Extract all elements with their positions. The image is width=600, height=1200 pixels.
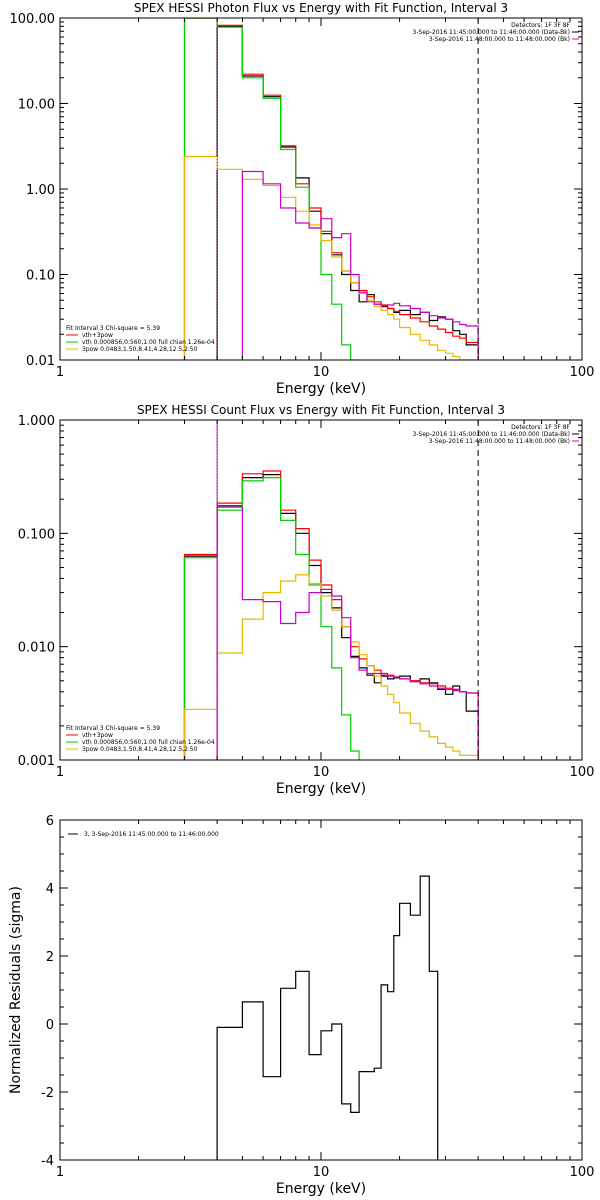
plot2-header-line: 3-Sep-2016 11:45:00.000 to 11:46:00.000 …: [412, 431, 570, 438]
plot1-legend-label: vth+3pow: [82, 332, 113, 339]
plot2-xtick-label: 10: [313, 765, 330, 780]
plot3-xtick-label: 10: [313, 1165, 330, 1180]
plot2-series-3pow: [183, 574, 479, 760]
plot2-ytick-label: 1.000: [18, 414, 55, 429]
plot1-xlabel: Energy (keV): [276, 381, 366, 397]
plot2-series-data-bk: [183, 474, 479, 760]
plot3-xlabel: Energy (keV): [276, 1181, 366, 1197]
plot2-series-group: [183, 470, 479, 760]
plot3-legend-label: 3, 3-Sep-2016 11:45:00.000 to 11:46:00.0…: [84, 831, 219, 838]
plot1-header-line: 3-Sep-2016 11:45:00.000 to 11:46:00.000 …: [412, 29, 570, 36]
plot3-ytick-label: 4: [46, 882, 54, 897]
plot1-series-data-bk: [216, 25, 479, 360]
plot2-series-vth: [183, 477, 360, 760]
plot2-ytick-label: 0.001: [18, 754, 55, 769]
plot1-series-vth-3pow: [183, 18, 479, 360]
plot1-legend-title: Fit Interval 3 Chi-square = 5.39: [66, 325, 160, 332]
plot1-series-group: [183, 18, 479, 360]
plot1-xtick-label: 10: [313, 365, 330, 380]
plot2-legend-title: Fit Interval 3 Chi-square = 5.39: [66, 725, 160, 732]
plot2-series-vth-3pow: [183, 470, 479, 760]
plot2-ytick-label: 0.100: [18, 527, 55, 542]
plot2-header-line: Detectors: 1F 3F 8F: [511, 424, 570, 431]
plot1-title: SPEX HESSI Photon Flux vs Energy with Fi…: [134, 1, 508, 15]
plot2-legend-label: vth 0.000856,0.560,1.00 full chian 1.26e…: [82, 739, 215, 746]
plot3-series-group: [216, 875, 439, 1160]
plot3-ytick-label: 6: [46, 814, 54, 829]
plot2-legend-label: 3pow 0.0483,1.50,8.41,4.28,12.5,2.50: [82, 746, 198, 753]
plot1-ytick-label: 10.00: [18, 98, 55, 113]
plot3-ytick-label: 2: [46, 950, 54, 965]
plot3-frame: [59, 819, 583, 1161]
plot2-xtick-label: 1: [56, 765, 64, 780]
plot1-series-vth: [183, 18, 360, 360]
plot1-xtick-label: 1: [56, 365, 64, 380]
plot1-ytick-label: 1.00: [26, 183, 55, 198]
plot1-xtick-label: 100: [570, 365, 595, 380]
plot1-header-line: 3-Sep-2016 11:48:00.000 to 11:48:00.000 …: [429, 36, 570, 43]
plot1-ytick-label: 0.10: [26, 269, 55, 284]
plot3-xtick-label: 1: [56, 1165, 64, 1180]
plot1-ytick-label: 0.01: [26, 354, 55, 369]
plot3-xtick-label: 100: [570, 1165, 595, 1180]
plot2-legend-label: vth+3pow: [82, 732, 113, 739]
plot3-series-residuals: [216, 875, 439, 1160]
plot1-series-3pow: [183, 155, 479, 360]
plot2-ytick-label: 0.010: [18, 641, 55, 656]
plot2-xtick-label: 100: [570, 765, 595, 780]
plot2-header-line: 3-Sep-2016 11:48:00.000 to 11:48:00.000 …: [429, 438, 570, 445]
plot3-ytick-label: 0: [46, 1018, 54, 1033]
plot1-header-line: Detectors: 1F 3F 8F: [511, 22, 570, 29]
plot2-title: SPEX HESSI Count Flux vs Energy with Fit…: [137, 403, 505, 417]
plot3-ylabel: Normalized Residuals (sigma): [8, 886, 24, 1094]
plot3-ytick-label: -2: [41, 1086, 54, 1101]
plot1-frame: [59, 17, 583, 361]
plot1-legend-label: 3pow 0.0483,1.50,8.41,4.28,12.5,2.50: [82, 346, 198, 353]
plot1-legend-label: vth 0.000856,0.560,1.00 full chian 1.26e…: [82, 339, 215, 346]
plot2-xlabel: Energy (keV): [276, 781, 366, 797]
plot3-ytick-label: -4: [41, 1154, 54, 1169]
plot1-ytick-label: 100.00: [10, 12, 56, 27]
plot1-series-bk: [241, 170, 479, 360]
plot2-series-bk: [216, 506, 479, 760]
